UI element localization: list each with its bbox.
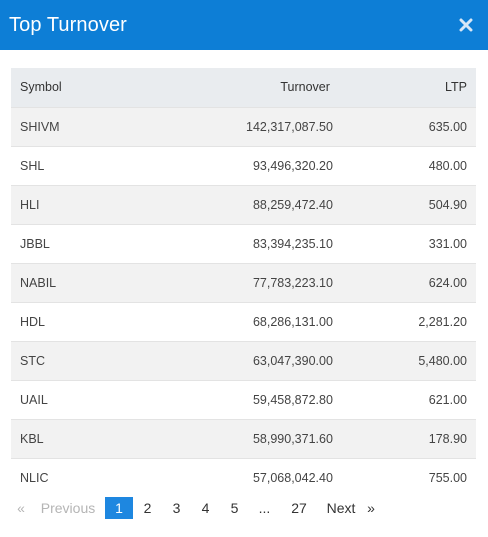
first-page-button[interactable]: « [17, 500, 25, 516]
page-button-2[interactable]: 2 [143, 500, 152, 516]
turnover-table: Symbol Turnover LTP SHIVM 142,317,087.50 6… [11, 68, 476, 497]
table-row: HDL 68,286,131.00 2,281.20 [11, 302, 476, 341]
table-row: SHIVM 142,317,087.50 635.00 [11, 107, 476, 146]
column-header-turnover: Turnover [280, 80, 330, 95]
table-row: STC 63,047,390.00 5,480.00 [11, 341, 476, 380]
turnover-cell: 63,047,390.00 [252, 353, 333, 368]
symbol-cell: NABIL [20, 275, 57, 290]
table-row: SHL 93,496,320.20 480.00 [11, 146, 476, 185]
symbol-cell: STC [20, 353, 45, 368]
turnover-cell: 57,068,042.40 [252, 470, 333, 485]
ltp-cell: 624.00 [428, 275, 467, 290]
last-page-button[interactable]: » [367, 500, 375, 516]
table-row: UAIL 59,458,872.80 621.00 [11, 380, 476, 419]
symbol-cell: NLIC [20, 470, 49, 485]
ltp-cell: 5,480.00 [418, 353, 467, 368]
pagination-ellipsis: ... [258, 500, 271, 516]
turnover-cell: 142,317,087.50 [246, 119, 333, 134]
modal-title: Top Turnover [9, 13, 127, 36]
ltp-cell: 621.00 [428, 392, 467, 407]
ltp-cell: 2,281.20 [418, 314, 467, 329]
turnover-table-container: Symbol Turnover LTP SHIVM 142,317,087.50 6… [11, 68, 476, 497]
turnover-cell: 83,394,235.10 [252, 236, 333, 251]
turnover-cell: 58,990,371.60 [252, 431, 333, 446]
turnover-cell: 68,286,131.00 [252, 314, 333, 329]
symbol-cell: UAIL [20, 392, 48, 407]
close-button[interactable] [456, 15, 476, 35]
previous-page-button[interactable]: Previous [40, 500, 96, 516]
table-row: NLIC 57,068,042.40 755.00 [11, 458, 476, 497]
ltp-cell: 178.90 [428, 431, 467, 446]
ltp-cell: 480.00 [428, 158, 467, 173]
symbol-cell: SHIVM [20, 119, 60, 134]
next-page-button[interactable]: Next [326, 500, 356, 516]
ltp-cell: 504.90 [428, 197, 467, 212]
symbol-cell: JBBL [20, 236, 50, 251]
page-button-3[interactable]: 3 [172, 500, 181, 516]
turnover-cell: 88,259,472.40 [252, 197, 333, 212]
symbol-cell: KBL [20, 431, 44, 446]
table-row: JBBL 83,394,235.10 331.00 [11, 224, 476, 263]
symbol-cell: HDL [20, 314, 46, 329]
modal-header: Top Turnover [0, 0, 488, 50]
ltp-cell: 755.00 [428, 470, 467, 485]
page-button-5[interactable]: 5 [230, 500, 239, 516]
symbol-cell: HLI [20, 197, 40, 212]
turnover-cell: 77,783,223.10 [252, 275, 333, 290]
page-button-4[interactable]: 4 [201, 500, 210, 516]
table-row: NABIL 77,783,223.10 624.00 [11, 263, 476, 302]
close-icon [459, 18, 473, 32]
page-button-27[interactable]: 27 [291, 500, 307, 516]
turnover-cell: 59,458,872.80 [252, 392, 333, 407]
ltp-cell: 635.00 [428, 119, 467, 134]
table-header-row: Symbol Turnover LTP [11, 68, 476, 107]
table-row: HLI 88,259,472.40 504.90 [11, 185, 476, 224]
ltp-cell: 331.00 [428, 236, 467, 251]
pagination: « Previous 1 2 3 4 5 ... 27 Next » [11, 496, 378, 520]
turnover-cell: 93,496,320.20 [252, 158, 333, 173]
symbol-cell: SHL [20, 158, 45, 173]
column-header-symbol: Symbol [20, 80, 62, 95]
page-button-1[interactable]: 1 [105, 497, 133, 519]
table-row: KBL 58,990,371.60 178.90 [11, 419, 476, 458]
column-header-ltp: LTP [445, 80, 467, 95]
